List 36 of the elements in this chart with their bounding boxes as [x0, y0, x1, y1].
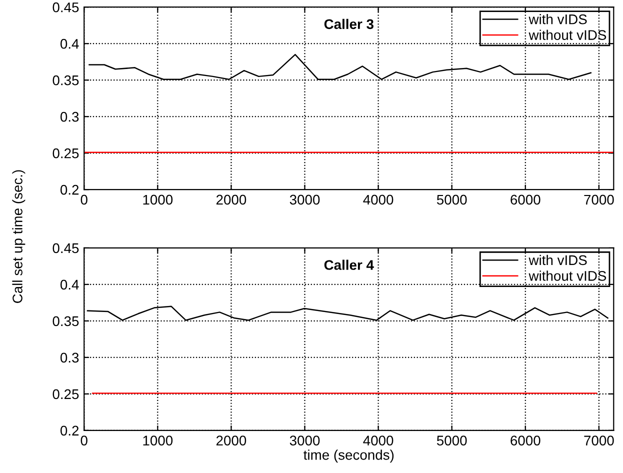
- x-tick-label: 1000: [143, 436, 173, 446]
- y-tick-label: 0.45: [52, 2, 79, 12]
- y-tick-label: 0.25: [52, 389, 79, 400]
- x-tick-label: 4000: [363, 436, 394, 446]
- y-axis-title: Call set up time (sec.): [12, 170, 26, 303]
- y-tick-label: 0.2: [60, 184, 79, 195]
- x-axis-title: time (seconds): [304, 450, 394, 463]
- y-tick-label: 0.3: [60, 112, 79, 122]
- text: Caller 3: [324, 18, 374, 30]
- x-tick-label: 5000: [436, 436, 467, 446]
- text: Caller 4: [324, 260, 374, 270]
- y-tick-label: 0.45: [52, 243, 79, 254]
- x-tick-label: 4000: [363, 194, 394, 205]
- y-tick-label: 0.25: [52, 148, 79, 158]
- x-tick-label: 2000: [216, 194, 246, 205]
- y-tick-label: 0.4: [60, 280, 79, 290]
- y-tick-label: 0.35: [52, 75, 79, 86]
- y-tick-label: 0.35: [52, 316, 79, 326]
- x-tick-label: 6000: [510, 194, 540, 205]
- y-tick-label: 0.3: [60, 352, 79, 363]
- x-tick-label: 1000: [143, 194, 173, 205]
- y-tick-label: 0.2: [60, 426, 79, 436]
- x-tick-label: 2000: [216, 436, 246, 446]
- x-tick-label: 3000: [290, 436, 320, 446]
- x-tick-label: 6000: [510, 436, 540, 446]
- legend-label: without vIDS: [528, 270, 606, 281]
- legend-label: without vIDS: [528, 30, 606, 40]
- x-tick-label: 5000: [436, 194, 467, 205]
- x-tick-label: 0: [80, 194, 88, 205]
- x-tick-label: 0: [80, 436, 88, 446]
- legend-label: with vIDS: [528, 254, 587, 266]
- x-tick-label: 7000: [584, 436, 614, 446]
- x-tick-label: 3000: [290, 194, 320, 205]
- y-tick-label: 0.4: [60, 38, 79, 49]
- x-tick-label: 7000: [584, 194, 614, 205]
- legend-label: with vIDS: [528, 14, 587, 24]
